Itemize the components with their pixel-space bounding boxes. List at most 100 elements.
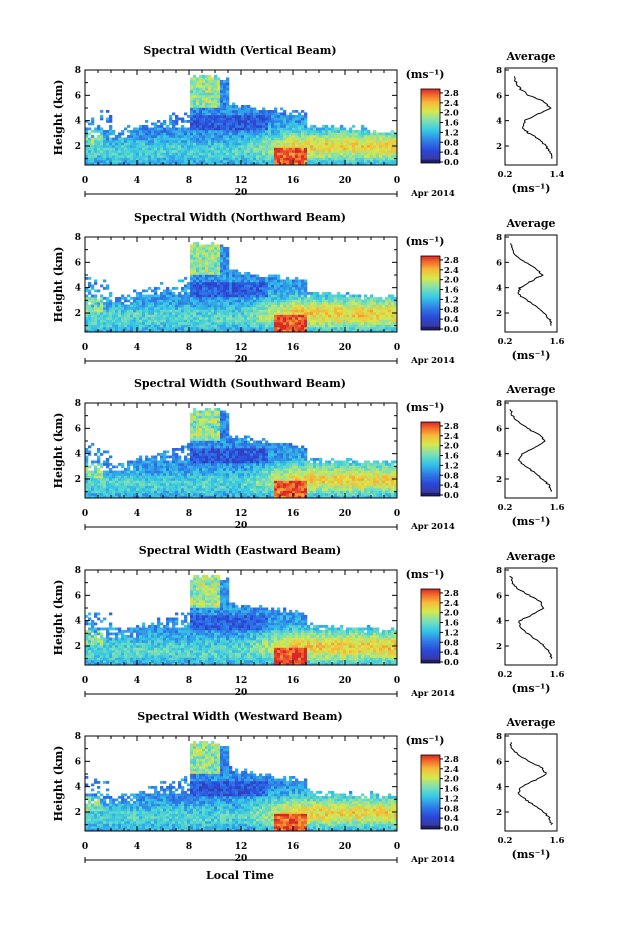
heatmap-cell <box>337 327 341 330</box>
heatmap-cell <box>376 307 380 310</box>
heatmap-cell <box>268 287 272 290</box>
heatmap-cell <box>220 120 224 123</box>
heatmap-cell <box>214 80 218 83</box>
heatmap-cell <box>193 309 197 313</box>
heatmap-cell <box>226 254 230 258</box>
heatmap-cell <box>274 147 278 151</box>
heatmap-cells <box>85 408 398 499</box>
heatmap-cell <box>394 317 398 320</box>
heatmap-cell <box>103 460 107 464</box>
heatmap-cell <box>289 307 293 310</box>
heatmap-cell <box>379 157 383 161</box>
heatmap-cell <box>112 317 116 320</box>
heatmap-cell <box>208 277 212 280</box>
heatmap-cell <box>202 287 206 290</box>
heatmap-cell <box>301 120 305 123</box>
heatmap-cell <box>157 319 161 323</box>
heatmap-cell <box>232 107 236 111</box>
heatmap-cell <box>328 155 332 158</box>
profile-x-tick-label: 0.2 <box>498 337 513 347</box>
heatmap-cell <box>148 317 152 320</box>
heatmap-cell <box>262 140 266 143</box>
heatmap-cell <box>142 289 146 293</box>
heatmap-cell <box>238 145 242 148</box>
heatmap-cell <box>376 317 380 320</box>
heatmap-cell <box>106 488 110 491</box>
heatmap-cell <box>88 297 92 300</box>
heatmap-cell <box>343 294 347 298</box>
heatmap-cell <box>241 299 245 303</box>
heatmap-cell <box>373 309 377 313</box>
heatmap-cell <box>331 309 335 313</box>
heatmap-cell <box>328 317 332 320</box>
heatmap-cell <box>277 122 281 126</box>
heatmap-cell <box>100 480 104 484</box>
heatmap-cell <box>256 297 260 300</box>
heatmap-cell <box>370 147 374 151</box>
heatmap-cell <box>154 473 158 476</box>
heatmap-cell <box>130 478 134 481</box>
heatmap-cell <box>193 415 197 419</box>
heatmap-cell <box>211 145 215 148</box>
heatmap-cell <box>364 307 368 310</box>
heatmap-cell <box>292 140 296 143</box>
heatmap-cell <box>178 152 182 156</box>
heatmap-cell <box>184 147 188 151</box>
heatmap-cell <box>259 302 263 305</box>
heatmap-cell <box>157 137 161 141</box>
heatmap-cell <box>328 307 332 310</box>
heatmap-cell <box>301 160 305 163</box>
heatmap-cell <box>211 269 215 273</box>
heatmap-cell <box>226 317 230 320</box>
heatmap-cell <box>325 297 329 300</box>
heatmap-cell <box>340 142 344 146</box>
heatmap-cell <box>253 322 257 325</box>
heatmap-cell <box>382 142 386 146</box>
heatmap-cell <box>109 115 113 118</box>
heatmap-cell <box>364 319 368 323</box>
heatmap-cell <box>235 289 239 293</box>
heatmap-cell <box>178 475 182 479</box>
heatmap-cell <box>157 485 161 489</box>
heatmap-cell <box>247 105 251 108</box>
heatmap-cell <box>148 485 152 489</box>
heatmap-cell <box>202 254 206 258</box>
heatmap-cell <box>199 297 203 300</box>
heatmap-cell <box>112 314 116 318</box>
heatmap-cell <box>307 160 311 163</box>
heatmap-cell <box>199 329 203 333</box>
heatmap-cell <box>316 140 320 143</box>
heatmap-cell <box>262 284 266 288</box>
heatmap-cell <box>151 324 155 328</box>
heatmap-cell <box>307 292 311 295</box>
heatmap-cell <box>238 142 242 146</box>
heatmap-cell <box>370 137 374 141</box>
heatmap-cell <box>274 132 278 136</box>
heatmap-cell <box>340 152 344 156</box>
heatmap-cell <box>103 135 107 138</box>
heatmap-cell <box>202 137 206 141</box>
heatmap-cell <box>262 150 266 153</box>
heatmap-cell <box>175 299 179 303</box>
heatmap-cell <box>208 135 212 138</box>
heatmap-cell <box>367 160 371 163</box>
heatmap-cell <box>193 458 197 461</box>
heatmap-cell <box>223 292 227 295</box>
heatmap-cell <box>202 110 206 113</box>
heatmap-cell <box>265 317 269 320</box>
heatmap-cell <box>91 309 95 313</box>
heatmap-cell <box>346 304 350 308</box>
heatmap-cell <box>196 448 200 451</box>
heatmap-cell <box>283 289 287 293</box>
heatmap-cell <box>253 319 257 323</box>
heatmap-cell <box>220 322 224 325</box>
heatmap-cell <box>292 150 296 153</box>
heatmap-cell <box>109 483 113 486</box>
heatmap-cell <box>172 162 176 166</box>
heatmap-cell <box>229 274 233 278</box>
heatmap-cell <box>148 307 152 310</box>
heatmap-cell <box>151 137 155 141</box>
heatmap-cell <box>166 307 170 310</box>
heatmap-cell <box>289 282 293 285</box>
heatmap-cell <box>241 327 245 330</box>
